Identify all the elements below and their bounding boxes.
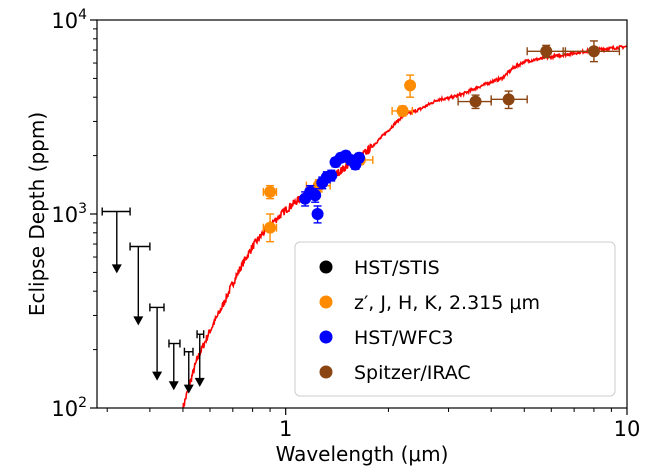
data-point <box>353 151 366 164</box>
data-point <box>311 205 324 224</box>
data-point <box>457 94 492 110</box>
legend-label: Spitzer/IRAC <box>354 362 471 384</box>
upper-limit-marker <box>101 207 131 274</box>
data-point <box>526 44 567 59</box>
upper-limit-marker <box>168 339 181 391</box>
legend-marker <box>319 260 333 274</box>
y-axis-title: Eclipse Depth (ppm) <box>25 112 49 316</box>
legend: HST/STIS z′, J, H, K, 2.315 μm HST/WFC3 Spi… <box>294 241 616 397</box>
legend-label: HST/STIS <box>354 257 440 279</box>
x-axis-title: Wavelength (μm) <box>276 442 449 466</box>
data-point <box>262 213 278 243</box>
x-tick-label: 10 <box>614 417 641 441</box>
legend-marker <box>319 330 333 344</box>
data-point <box>404 74 417 98</box>
data-point <box>262 184 278 200</box>
upper-limit-marker <box>149 303 165 381</box>
y-tick-label: 104 <box>51 7 87 33</box>
y-tick-label: 103 <box>51 201 87 227</box>
legend-marker <box>319 365 333 379</box>
upper-limit-marker <box>183 347 194 394</box>
data-point <box>391 104 414 117</box>
legend-label: z′, J, H, K, 2.315 μm <box>354 292 540 314</box>
legend-marker <box>319 295 333 309</box>
x-tick-label: 1 <box>279 417 292 441</box>
legend-box <box>294 241 616 397</box>
upper-limit-marker <box>129 242 151 326</box>
y-tick-label: 102 <box>51 395 87 421</box>
data-point <box>562 40 621 63</box>
data-point <box>490 90 528 110</box>
data-point <box>309 188 322 203</box>
legend-label: HST/WFC3 <box>354 327 453 349</box>
upper-limit-marker <box>194 330 205 387</box>
data-point <box>325 169 338 182</box>
